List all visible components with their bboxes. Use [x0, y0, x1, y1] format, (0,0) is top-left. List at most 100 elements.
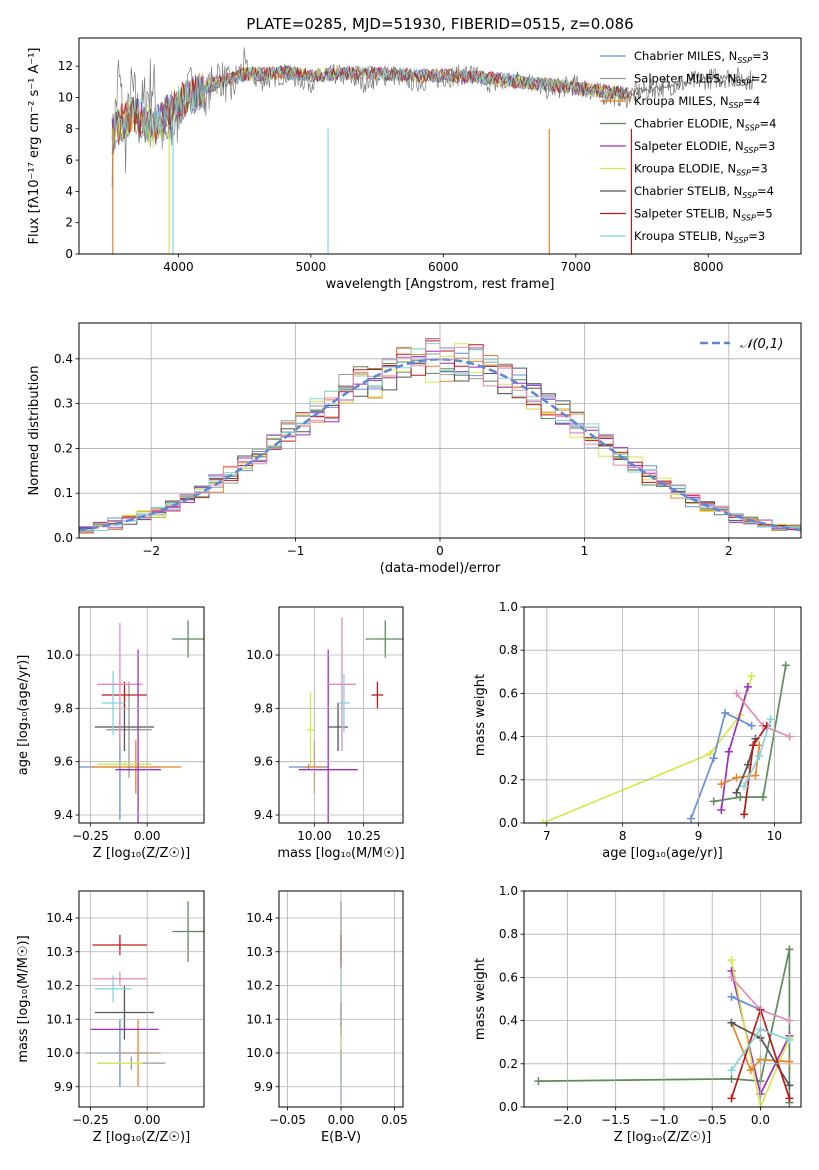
chart-z-age: −0.25 0.00 9.4 9.6 9.8 10.0 Z [log₁₀(Z/Z☉)] age… — [16, 606, 205, 861]
y-tick-label: 10.0 — [246, 648, 273, 662]
axes-frame — [78, 37, 802, 255]
x-tick-label: 0.05 — [381, 1113, 408, 1127]
legend-value: =2 — [751, 72, 768, 86]
y-axis-label: mass [log₁₀(M/M☉)] — [16, 935, 31, 1062]
legend-label: Kroupa STELIB, N — [634, 229, 734, 243]
weight-marker — [751, 771, 760, 780]
y-tick-label: 0.6 — [499, 970, 518, 984]
weight-marker — [721, 708, 730, 717]
x-tick-label: 1 — [581, 544, 589, 558]
x-axis-label: Z [log₁₀(Z/Z☉)] — [614, 1130, 711, 1145]
weight-marker — [705, 749, 714, 758]
y-tick-label: 6 — [65, 153, 73, 167]
weight-marker — [766, 715, 775, 724]
weight-marker — [732, 788, 741, 797]
legend-value: =4 — [743, 94, 760, 108]
y-tick-label: 9.9 — [54, 1080, 73, 1094]
x-tick-label: −2.0 — [553, 1113, 582, 1127]
model-spectrum-salpeter-stelib — [111, 65, 632, 154]
y-axis-label: Normed distribution — [27, 366, 42, 496]
x-tick-label: 0.0 — [751, 1113, 770, 1127]
legend-value: =3 — [758, 139, 775, 153]
axes-frame — [78, 606, 205, 824]
y-tick-label: 0.0 — [499, 1100, 518, 1114]
legend-value: =4 — [757, 184, 774, 198]
legend-entry: Salpeter MILES, NSSP=2 — [634, 72, 768, 88]
weight-marker — [740, 810, 749, 819]
x-tick-label: 8 — [619, 829, 627, 843]
legend-entry: Chabrier STELIB, NSSP=4 — [634, 184, 774, 200]
axes-frame — [523, 606, 802, 824]
x-tick-label: −0.25 — [72, 1113, 109, 1127]
y-tick-label: 0.4 — [499, 730, 518, 744]
y-tick-label: 0.8 — [499, 927, 518, 941]
weight-line — [731, 996, 761, 1011]
y-tick-label: 9.9 — [254, 1080, 273, 1094]
y-tick-label: 0.3 — [54, 397, 73, 411]
y-tick-label: 10.4 — [246, 911, 273, 925]
y-tick-label: 10.0 — [46, 1046, 73, 1060]
y-tick-label: 1.0 — [499, 600, 518, 614]
x-tick-label: −2 — [142, 544, 160, 558]
x-axis-label: Z [log₁₀(Z/Z☉)] — [93, 846, 190, 861]
x-tick-label: 10.00 — [297, 829, 331, 843]
x-tick-label: −1.5 — [601, 1113, 630, 1127]
weight-line — [690, 711, 753, 819]
y-tick-label: 9.6 — [254, 755, 273, 769]
legend-value: =4 — [760, 117, 777, 131]
chart-ebv-mass: −0.05 0.00 0.05 9.9 10.0 10.1 10.2 10.3 10.4 E(B-… — [246, 890, 408, 1145]
y-tick-label: 0.0 — [54, 531, 73, 545]
plot-area-spectrum — [111, 47, 755, 254]
weight-marker — [709, 754, 718, 763]
legend-value: =3 — [752, 49, 769, 63]
legend-label: Salpeter MILES, N — [634, 72, 736, 86]
legend-entry: Kroupa STELIB, NSSP=3 — [634, 229, 765, 245]
weight-marker — [538, 819, 547, 823]
y-tick-label: 0.2 — [54, 441, 73, 455]
axes-frame — [78, 322, 802, 539]
x-tick-label: −1 — [287, 544, 305, 558]
weight-marker — [727, 1074, 736, 1083]
weight-marker — [781, 661, 790, 670]
weight-marker — [717, 780, 726, 789]
legend-subscript: SSP — [736, 79, 751, 88]
y-tick-label: 0.2 — [499, 1057, 518, 1071]
weight-marker — [747, 672, 756, 681]
chart-spectrum: 4000 5000 6000 7000 8000 0 2 4 6 8 10 12 wavelength … — [27, 37, 802, 292]
y-tick-label: 0.6 — [499, 686, 518, 700]
weight-marker — [727, 1094, 736, 1103]
weight-marker — [762, 721, 771, 730]
legend-value: =5 — [756, 207, 773, 221]
chart-residuals: −2 −1 0 1 2 0.0 0.1 0.2 0.3 0.4 (data-model)/error… — [27, 322, 802, 576]
y-tick-label: 10 — [58, 90, 73, 104]
weight-marker — [785, 945, 794, 954]
legend-entry: Kroupa MILES, NSSP=4 — [634, 94, 760, 110]
chart-mass-age: 10.00 10.25 9.4 9.6 9.8 10.0 mass [log₁₀(M/M☉)… — [246, 606, 405, 861]
y-tick-label: 0.8 — [499, 643, 518, 657]
legend-label: Chabrier STELIB, N — [634, 184, 742, 198]
model-spectrum-kroupa-stelib — [111, 65, 632, 148]
x-tick-label: 4000 — [163, 260, 194, 274]
legend-label: Salpeter STELIB, N — [634, 207, 741, 221]
legend-subscript: SSP — [736, 169, 751, 178]
chart-weight-age: 7 8 9 10 0.0 0.2 0.4 0.6 0.8 1.0 age [log₁₀(age/yr… — [473, 600, 802, 861]
x-axis-label: (data-model)/error — [380, 561, 501, 576]
weight-marker — [785, 1081, 794, 1090]
chart-z-mass: −0.25 0.00 9.9 10.0 10.1 10.2 10.3 10.4 Z [log₁₀… — [16, 890, 205, 1145]
axes-frame — [278, 890, 404, 1108]
legend-subscript: SSP — [737, 56, 752, 65]
legend-value: =3 — [751, 162, 768, 176]
legend-value: =3 — [748, 229, 765, 243]
legend-entry: Chabrier ELODIE, NSSP=4 — [634, 117, 776, 133]
y-tick-label: 4 — [65, 184, 73, 198]
weight-marker — [709, 797, 718, 806]
weight-marker — [727, 1066, 736, 1075]
x-tick-label: 0 — [436, 544, 444, 558]
legend-subscript: SSP — [729, 101, 744, 110]
axes-frame — [278, 606, 404, 824]
y-tick-label: 0.4 — [54, 352, 73, 366]
x-tick-label: 6000 — [428, 260, 459, 274]
x-tick-label: 0.00 — [328, 1113, 355, 1127]
chart-weight-z: −2.0 −1.5 −1.0 −0.5 0.0 0.0 0.2 0.4 0.6 0.8 1.0 Z [… — [473, 884, 802, 1145]
